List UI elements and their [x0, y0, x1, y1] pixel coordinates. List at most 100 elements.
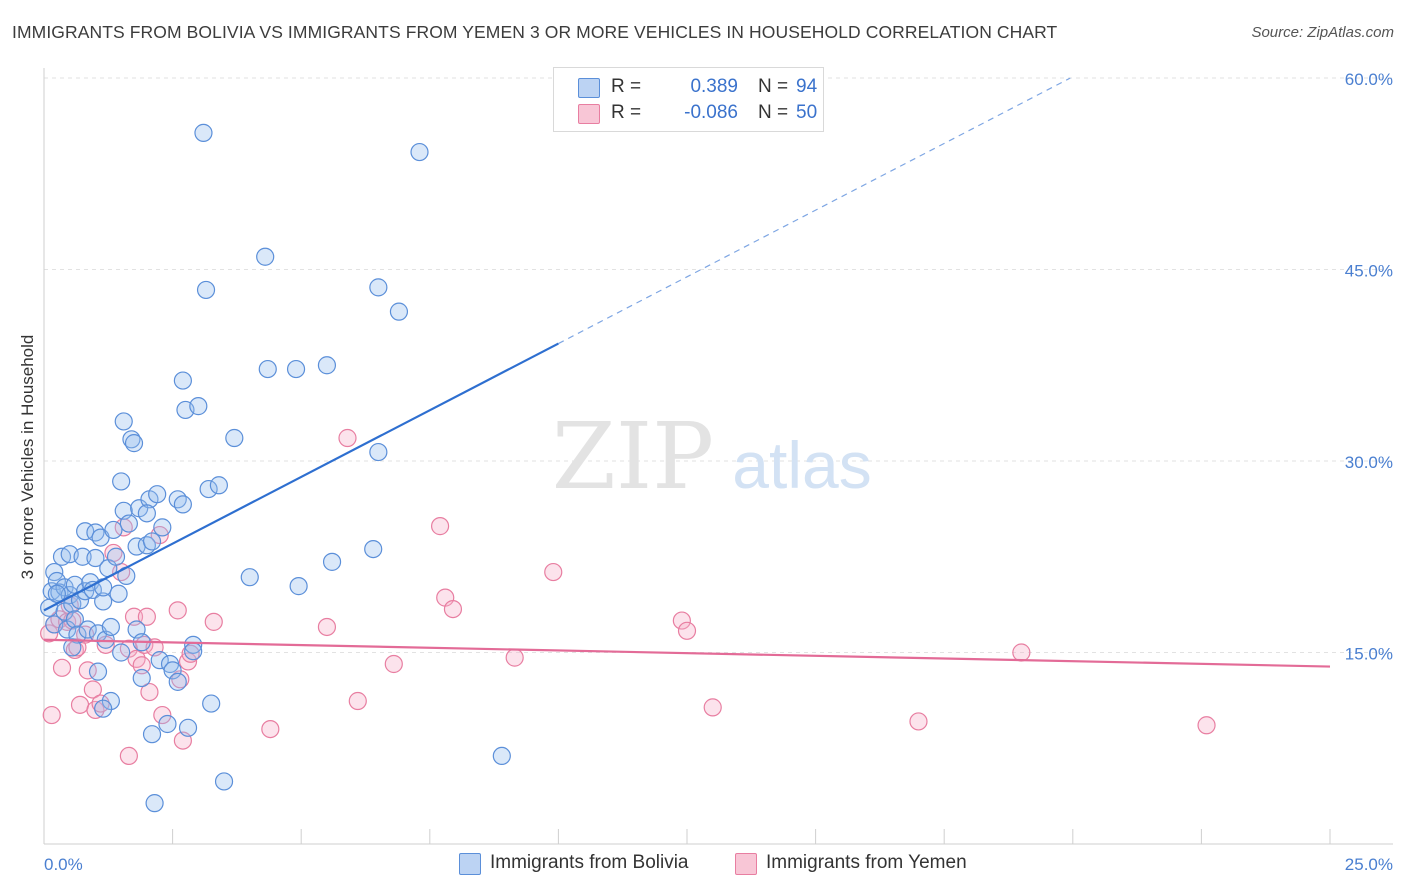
- bolivia-point: [168, 490, 187, 509]
- bolivia-point: [124, 434, 144, 453]
- legend-r-value-yemen: -0.086: [684, 102, 738, 123]
- bolivia-point: [104, 520, 123, 540]
- bolivia-point: [78, 620, 97, 639]
- bolivia-point: [142, 532, 162, 551]
- bolivia-point: [101, 691, 120, 711]
- yemen-point: [430, 517, 450, 536]
- bolivia-point: [94, 592, 113, 611]
- bottom-legend-swatch-yemen: [735, 853, 757, 875]
- legend-r-label: R =: [611, 102, 642, 123]
- yemen-point: [703, 698, 722, 717]
- yemen-point: [261, 719, 280, 739]
- bolivia-point: [86, 523, 105, 542]
- bolivia-point: [132, 668, 151, 688]
- gridlines: [44, 77, 1393, 653]
- x-tick-label-25: 25.0%: [1345, 855, 1393, 874]
- y-tick-label-30: 30.0%: [1345, 453, 1393, 472]
- bolivia-point: [58, 620, 77, 639]
- yemen-point: [909, 712, 928, 731]
- bolivia-point: [65, 610, 84, 629]
- legend-n-label: N =: [758, 76, 789, 97]
- legend-swatch-yemen: [578, 104, 600, 124]
- watermark-atlas: atlas: [732, 428, 871, 502]
- bolivia-point: [209, 476, 228, 495]
- bolivia-point: [369, 278, 388, 297]
- yemen-point: [317, 617, 337, 637]
- bottom-legend-swatch-bolivia: [459, 853, 481, 875]
- watermark: ZIP atlas: [552, 403, 872, 510]
- bolivia-point: [158, 714, 177, 734]
- yemen-point: [677, 621, 697, 640]
- legend-r-label: R =: [611, 76, 642, 97]
- bolivia-point: [492, 746, 511, 766]
- yemen-point: [505, 648, 524, 667]
- yemen-point: [544, 562, 563, 582]
- y-tick-label-15: 15.0%: [1345, 645, 1393, 664]
- bolivia-point: [289, 577, 308, 596]
- yemen-point: [137, 607, 156, 626]
- bolivia-point: [256, 247, 275, 266]
- bolivia-point: [364, 539, 383, 559]
- bolivia-point: [258, 359, 277, 379]
- bolivia-point: [94, 578, 113, 597]
- y-tick-labels: 15.0% 30.0% 45.0% 60.0%: [1345, 70, 1393, 664]
- bolivia-point: [148, 485, 167, 504]
- yemen-point: [1012, 643, 1031, 662]
- bolivia-point: [63, 638, 82, 657]
- bolivia-point: [94, 699, 113, 718]
- bolivia-point: [47, 584, 66, 603]
- bolivia-point: [389, 302, 409, 321]
- bolivia-point: [189, 397, 208, 416]
- yemen-point: [42, 705, 61, 725]
- bolivia-point: [137, 504, 156, 523]
- chart-source: Source: ZipAtlas.com: [1251, 24, 1394, 41]
- bolivia-point: [173, 495, 192, 514]
- yemen-point: [76, 625, 95, 644]
- legend-n-value-yemen: 50: [796, 102, 818, 123]
- bolivia-point: [112, 643, 131, 662]
- yemen-point: [204, 612, 223, 631]
- legend-swatch-bolivia: [578, 78, 600, 98]
- legend-r-value-bolivia: 0.389: [690, 76, 738, 97]
- x-tick-label-0: 0.0%: [44, 855, 83, 874]
- yemen-point: [443, 599, 463, 619]
- watermark-zip: ZIP: [552, 403, 714, 510]
- bolivia-point: [114, 412, 133, 431]
- bottom-legend-label-yemen: Immigrants from Yemen: [766, 852, 967, 873]
- bolivia-trend-extension: [558, 77, 1071, 345]
- yemen-point: [384, 654, 403, 674]
- bolivia-point: [225, 428, 244, 448]
- bolivia-point: [184, 635, 203, 654]
- yemen-point: [119, 746, 138, 766]
- legend-n-label: N =: [758, 102, 789, 123]
- bolivia-trend-line: [43, 342, 559, 612]
- bolivia-point: [163, 661, 182, 680]
- bolivia-point: [73, 547, 92, 566]
- bolivia-point: [410, 142, 429, 162]
- bottom-legend-label-bolivia: Immigrants from Bolivia: [490, 852, 689, 873]
- bolivia-point: [88, 662, 108, 681]
- yemen-point: [70, 695, 90, 714]
- y-axis-label: 3 or more Vehicles in Household: [18, 335, 37, 580]
- trend-lines: [43, 77, 1331, 668]
- legend-n-value-bolivia: 94: [796, 76, 818, 97]
- yemen-points: [40, 428, 1216, 766]
- bolivia-point: [317, 356, 337, 375]
- bolivia-point: [202, 694, 221, 713]
- bolivia-point: [55, 602, 74, 621]
- bolivia-point: [142, 725, 162, 744]
- bolivia-point: [86, 548, 105, 568]
- yemen-point: [348, 691, 367, 711]
- yemen-trend-line: [43, 638, 1331, 668]
- bolivia-point: [199, 479, 218, 499]
- y-tick-label-45: 45.0%: [1345, 262, 1393, 281]
- yemen-point: [1197, 716, 1216, 735]
- bolivia-point: [106, 547, 126, 566]
- bolivia-point: [196, 280, 216, 300]
- yemen-point: [52, 658, 72, 677]
- axes: [43, 68, 1393, 845]
- bolivia-point: [322, 552, 342, 571]
- yemen-point: [40, 624, 59, 643]
- correlation-legend: R = 0.389 N = 94 R = -0.086 N = 50: [553, 67, 824, 132]
- yemen-point: [153, 705, 172, 725]
